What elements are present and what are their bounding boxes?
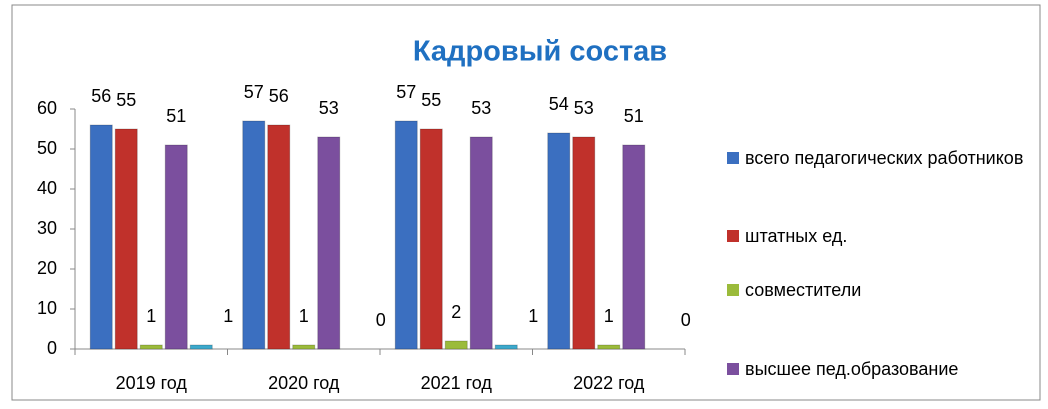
legend-item: штатных ед.: [727, 222, 1025, 250]
bar: [444, 340, 468, 350]
value-label: 1: [146, 306, 156, 326]
y-tick-label: 0: [47, 338, 57, 358]
legend-label: штатных ед.: [745, 226, 848, 246]
legend-item: высшее пед.образование: [727, 355, 1025, 383]
value-label: 1: [528, 306, 538, 326]
value-label: 1: [299, 306, 309, 326]
legend-swatch: [727, 152, 739, 164]
y-tick-label: 40: [37, 178, 57, 198]
bar: [419, 128, 443, 350]
frame: [11, 4, 1041, 401]
legend-label: совместители: [745, 280, 862, 300]
legend-swatch: [727, 230, 739, 242]
legend-item: всего педагогических работников: [727, 144, 1025, 172]
value-label: 53: [471, 98, 491, 118]
legend-label: высшее пед.образование: [745, 359, 959, 379]
x-tick-label: 2020 год: [268, 373, 340, 393]
legend-label: всего педагогических работников: [745, 148, 1024, 168]
value-label: 0: [681, 310, 691, 330]
value-label: 0: [376, 310, 386, 330]
value-label: 55: [116, 90, 136, 110]
bar: [547, 132, 571, 350]
bar: [394, 120, 418, 350]
value-label: 54: [549, 94, 569, 114]
bar: [267, 124, 291, 350]
bar: [89, 124, 113, 350]
value-label: 2: [451, 302, 461, 322]
bar: [164, 144, 188, 350]
legend-swatch: [727, 284, 739, 296]
value-label: 57: [244, 82, 264, 102]
y-tick-label: 50: [37, 138, 57, 158]
bar: [572, 136, 596, 350]
y-tick-label: 10: [37, 298, 57, 318]
chart-title: Кадровый состав: [413, 36, 667, 68]
bar: [622, 144, 646, 350]
y-tick-label: 60: [37, 98, 57, 118]
value-label: 1: [604, 306, 614, 326]
value-label: 56: [91, 86, 111, 106]
bar: [242, 120, 266, 350]
bar: [494, 344, 518, 350]
value-label: 51: [624, 106, 644, 126]
bar: [317, 136, 341, 350]
value-label: 1: [223, 306, 233, 326]
value-label: 53: [319, 98, 339, 118]
x-tick-label: 2022 год: [573, 373, 645, 393]
y-tick-label: 20: [37, 258, 57, 278]
value-label: 53: [574, 98, 594, 118]
value-label: 55: [421, 90, 441, 110]
bar: [597, 344, 621, 350]
legend-item: совместители: [727, 276, 1025, 304]
bar: [189, 344, 213, 350]
bar: [469, 136, 493, 350]
legend-swatch: [727, 363, 739, 375]
bar: [139, 344, 163, 350]
y-tick-label: 30: [37, 218, 57, 238]
bar: [292, 344, 316, 350]
value-label: 56: [269, 86, 289, 106]
x-tick-label: 2019 год: [116, 373, 188, 393]
value-label: 51: [166, 106, 186, 126]
x-tick-label: 2021 год: [421, 373, 493, 393]
bar: [114, 128, 138, 350]
value-label: 57: [396, 82, 416, 102]
